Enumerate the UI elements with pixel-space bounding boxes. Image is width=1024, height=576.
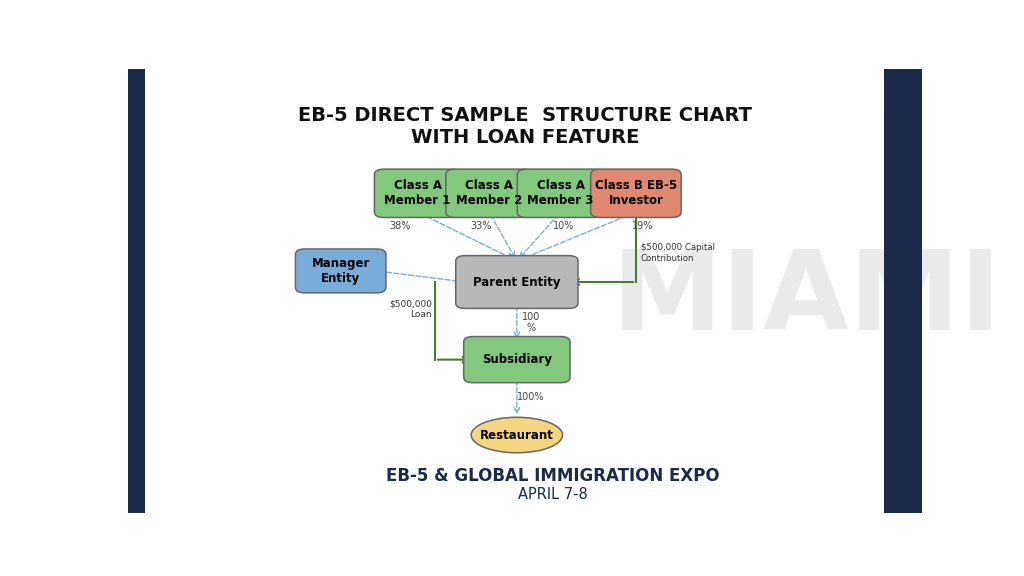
FancyBboxPatch shape xyxy=(445,169,532,218)
Text: 33%: 33% xyxy=(470,221,492,231)
Text: $500,000 Capital
Contribution: $500,000 Capital Contribution xyxy=(641,244,715,263)
FancyBboxPatch shape xyxy=(375,169,461,218)
FancyBboxPatch shape xyxy=(591,169,681,218)
Text: MIAMI: MIAMI xyxy=(611,247,1001,353)
Text: WITH LOAN FEATURE: WITH LOAN FEATURE xyxy=(411,128,639,147)
Text: APRIL 7-8: APRIL 7-8 xyxy=(518,487,588,502)
Bar xyxy=(128,69,145,513)
Bar xyxy=(884,69,922,513)
Text: Manager
Entity: Manager Entity xyxy=(311,257,370,285)
Text: EB-5 DIRECT SAMPLE  STRUCTURE CHART: EB-5 DIRECT SAMPLE STRUCTURE CHART xyxy=(298,106,752,125)
Text: Parent Entity: Parent Entity xyxy=(473,275,560,289)
FancyBboxPatch shape xyxy=(456,256,578,308)
Text: Class A
Member 2: Class A Member 2 xyxy=(456,179,522,207)
Text: 38%: 38% xyxy=(389,221,411,231)
Text: 100%: 100% xyxy=(517,392,545,402)
Ellipse shape xyxy=(471,417,562,453)
FancyBboxPatch shape xyxy=(464,336,570,382)
FancyBboxPatch shape xyxy=(517,169,604,218)
Text: Restaurant: Restaurant xyxy=(480,429,554,442)
Text: 19%: 19% xyxy=(632,221,653,231)
FancyBboxPatch shape xyxy=(296,249,386,293)
Text: %: % xyxy=(526,323,536,333)
Text: Subsidiary: Subsidiary xyxy=(482,353,552,366)
Text: EB-5 & GLOBAL IMMIGRATION EXPO: EB-5 & GLOBAL IMMIGRATION EXPO xyxy=(386,467,720,485)
Text: Class A
Member 1: Class A Member 1 xyxy=(384,179,451,207)
Text: Class B EB-5
Investor: Class B EB-5 Investor xyxy=(595,179,677,207)
Text: $500,000
Loan: $500,000 Loan xyxy=(389,300,432,319)
Text: 100: 100 xyxy=(522,312,541,322)
Text: Class A
Member 3: Class A Member 3 xyxy=(527,179,594,207)
Text: 10%: 10% xyxy=(553,221,574,231)
